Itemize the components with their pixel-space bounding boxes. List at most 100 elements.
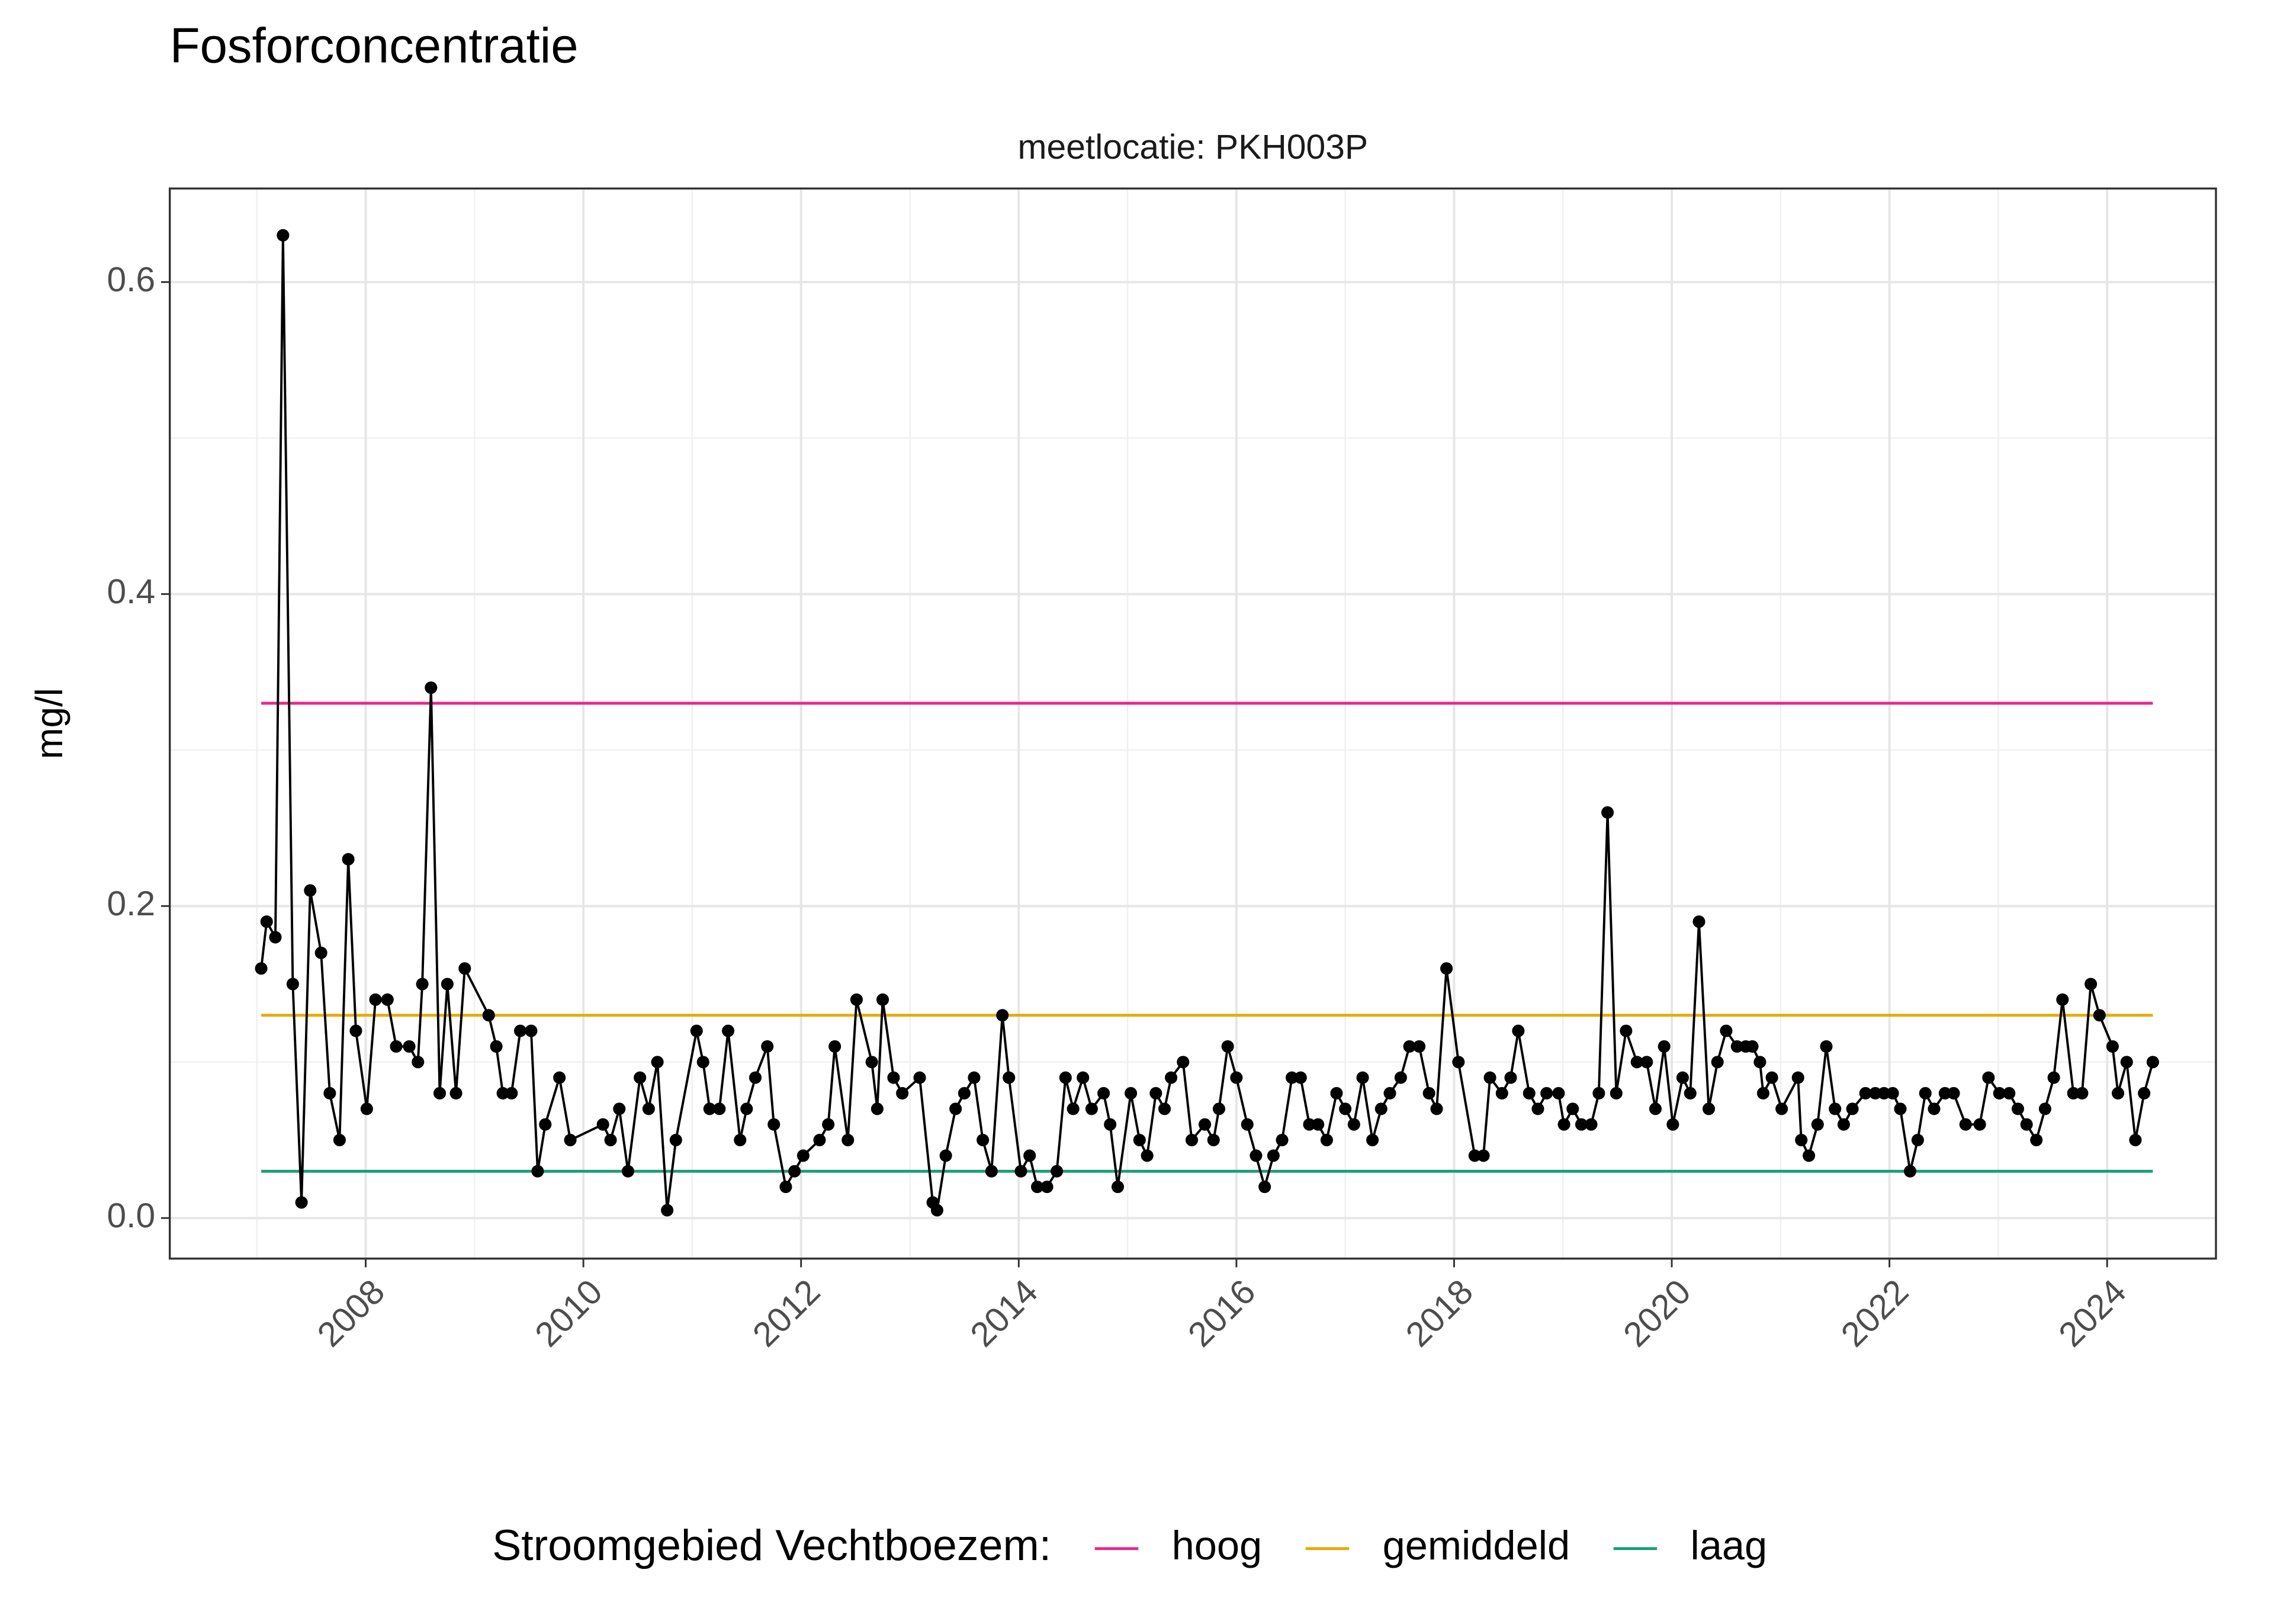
data-point	[1294, 1071, 1307, 1084]
data-point	[1267, 1149, 1280, 1162]
y-tick-label: 0.0	[107, 1197, 155, 1235]
data-point	[482, 1009, 495, 1022]
data-point	[1403, 1040, 1416, 1053]
data-point	[1330, 1087, 1343, 1100]
data-point	[1959, 1118, 1972, 1131]
data-point	[1468, 1149, 1481, 1162]
data-point	[1051, 1165, 1064, 1178]
data-point	[2084, 977, 2098, 991]
data-point	[1158, 1102, 1171, 1115]
data-point	[1133, 1134, 1146, 1147]
data-point	[1394, 1071, 1407, 1084]
data-point	[2146, 1056, 2159, 1069]
data-point	[2067, 1087, 2080, 1100]
data-point	[412, 1056, 425, 1069]
chart-title: Fosforconcentratie	[170, 18, 579, 73]
data-point	[913, 1071, 926, 1084]
data-point	[255, 962, 268, 975]
data-point	[1982, 1071, 1995, 1084]
data-point	[1601, 806, 1614, 819]
data-point	[1540, 1087, 1553, 1100]
data-point	[1746, 1040, 1759, 1053]
data-point	[1320, 1134, 1333, 1147]
data-point	[1711, 1056, 1724, 1069]
data-point	[416, 977, 429, 991]
data-point	[767, 1118, 781, 1131]
data-point	[2106, 1040, 2119, 1053]
data-point	[1552, 1087, 1565, 1100]
data-point	[1903, 1165, 1917, 1178]
data-point	[1483, 1071, 1496, 1084]
data-point	[2047, 1071, 2060, 1084]
data-point	[277, 229, 290, 242]
data-point	[525, 1024, 538, 1037]
data-point	[260, 915, 273, 928]
data-point	[1241, 1118, 1254, 1131]
data-point	[1374, 1102, 1387, 1115]
data-point	[553, 1071, 566, 1084]
data-point	[1869, 1087, 1882, 1100]
data-point	[1730, 1040, 1743, 1053]
data-point	[1250, 1149, 1263, 1162]
data-point	[1347, 1118, 1360, 1131]
data-point	[1422, 1087, 1435, 1100]
data-point	[458, 962, 471, 975]
data-point	[871, 1102, 884, 1115]
data-point	[1765, 1071, 1778, 1084]
data-point	[1504, 1071, 1517, 1084]
data-line	[260, 235, 2154, 1214]
data-point	[490, 1040, 503, 1053]
data-point	[1894, 1102, 1907, 1115]
data-point	[1702, 1102, 1716, 1115]
data-point	[539, 1118, 552, 1131]
data-point	[1085, 1102, 1098, 1115]
data-point	[828, 1040, 841, 1053]
legend-label: laag	[1691, 1523, 1768, 1568]
data-point	[841, 1134, 855, 1147]
data-point	[304, 884, 317, 897]
data-point	[669, 1134, 682, 1147]
data-point	[1859, 1087, 1872, 1100]
data-point	[749, 1071, 762, 1084]
data-point	[1177, 1056, 1190, 1069]
data-point	[1620, 1024, 1633, 1037]
data-point	[531, 1165, 544, 1178]
data-point	[1512, 1024, 1525, 1037]
data-point	[2056, 993, 2069, 1006]
data-point	[850, 993, 863, 1006]
data-point	[2003, 1087, 2016, 1100]
data-point	[977, 1134, 990, 1147]
data-point	[642, 1102, 655, 1115]
data-point	[1585, 1118, 1598, 1131]
data-point	[433, 1087, 447, 1100]
data-point	[1067, 1102, 1080, 1115]
data-point	[390, 1040, 403, 1053]
data-point	[1383, 1087, 1396, 1100]
data-point	[1846, 1102, 1859, 1115]
data-point	[2038, 1102, 2051, 1115]
data-point	[1185, 1134, 1199, 1147]
data-point	[1356, 1071, 1369, 1084]
data-point	[2076, 1087, 2089, 1100]
data-point	[1111, 1181, 1125, 1194]
data-point	[1803, 1149, 1816, 1162]
data-point	[958, 1087, 971, 1100]
data-point	[1199, 1118, 1212, 1131]
data-point	[796, 1149, 810, 1162]
data-point	[505, 1087, 518, 1100]
data-point	[2120, 1056, 2133, 1069]
data-point	[1911, 1134, 1924, 1147]
data-point	[286, 977, 299, 991]
data-point	[1837, 1118, 1850, 1131]
data-point	[333, 1134, 346, 1147]
data-point	[949, 1102, 962, 1115]
data-point	[2020, 1118, 2033, 1131]
data-point	[930, 1204, 943, 1217]
data-point	[314, 946, 327, 959]
data-point	[1440, 962, 1453, 975]
legend-title: Stroomgebied Vechtboezem:	[492, 1520, 1051, 1570]
data-point	[887, 1071, 900, 1084]
data-point	[1165, 1071, 1178, 1084]
data-point	[722, 1024, 735, 1037]
